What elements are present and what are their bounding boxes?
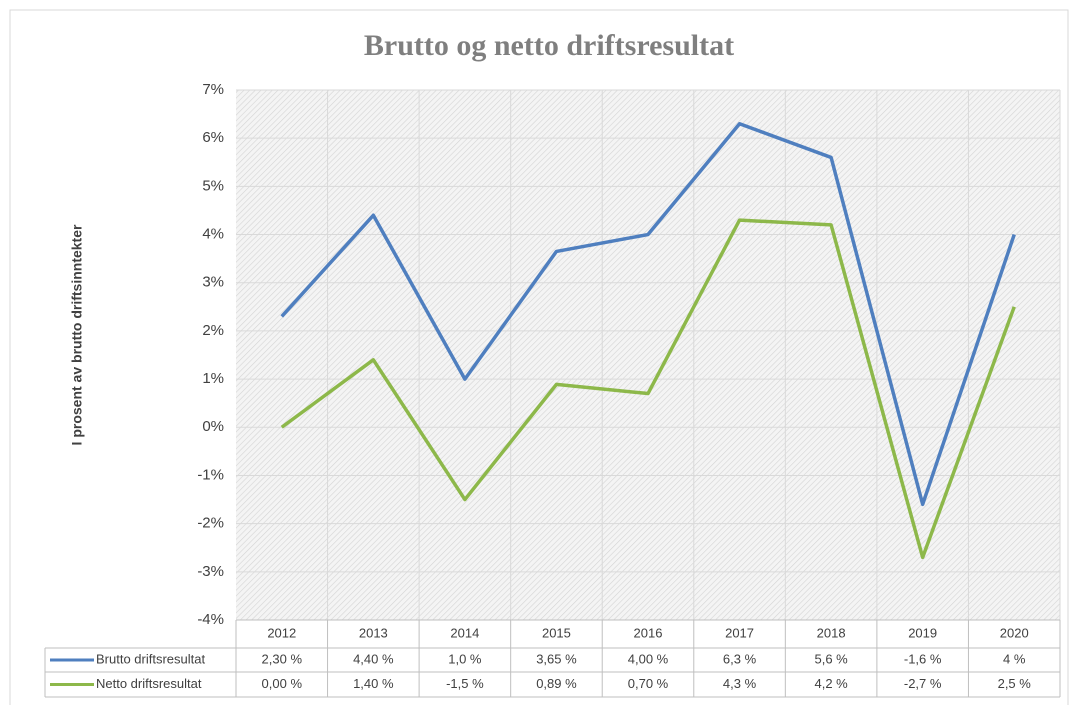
x-tick-label: 2015 (542, 625, 571, 640)
x-tick-label: 2014 (450, 625, 479, 640)
y-tick-label: 1% (202, 370, 224, 387)
table-value: 0,00 % (262, 676, 303, 691)
table-value: 1,40 % (353, 676, 394, 691)
table-value: 2,30 % (262, 651, 303, 666)
y-tick-label: -4% (197, 611, 224, 628)
x-tick-label: 2012 (267, 625, 296, 640)
y-tick-label: 2% (202, 322, 224, 339)
legend-label: Netto driftsresultat (96, 676, 202, 691)
table-value: -2,7 % (904, 676, 942, 691)
table-value: 3,65 % (536, 651, 577, 666)
x-tick-label: 2020 (1000, 625, 1029, 640)
plot-area (236, 90, 1060, 620)
y-tick-label: -2% (197, 515, 224, 532)
y-tick-label: 6% (202, 129, 224, 146)
x-tick-label: 2019 (908, 625, 937, 640)
y-tick-label: -1% (197, 466, 224, 483)
table-value: 5,6 % (814, 651, 848, 666)
series-line (280, 218, 1016, 560)
y-tick-label: 0% (202, 418, 224, 435)
y-tick-label: -3% (197, 563, 224, 580)
x-tick-label: 2013 (359, 625, 388, 640)
y-tick-label: 3% (202, 274, 224, 291)
table-value: 2,5 % (998, 676, 1032, 691)
table-value: 4 % (1003, 651, 1026, 666)
chart-title: Brutto og netto driftsresultat (364, 29, 734, 62)
table-value: 4,3 % (723, 676, 757, 691)
table-value: -1,6 % (904, 651, 942, 666)
table-value: 0,70 % (628, 676, 669, 691)
x-tick-label: 2018 (817, 625, 846, 640)
y-tick-label: 7% (202, 81, 224, 98)
x-tick-label: 2017 (725, 625, 754, 640)
table-value: 4,40 % (353, 651, 394, 666)
table-value: -1,5 % (446, 676, 484, 691)
table-value: 6,3 % (723, 651, 757, 666)
x-tick-label: 2016 (634, 625, 663, 640)
table-value: 4,2 % (814, 676, 848, 691)
y-axis-label: I prosent av brutto driftsinntekter (69, 224, 85, 445)
legend-label: Brutto driftsresultat (96, 651, 205, 666)
table-value: 4,00 % (628, 651, 669, 666)
y-tick-label: 5% (202, 177, 224, 194)
table-value: 0,89 % (536, 676, 577, 691)
series-line (280, 121, 1016, 507)
y-tick-label: 4% (202, 226, 224, 243)
table-value: 1,0 % (448, 651, 482, 666)
